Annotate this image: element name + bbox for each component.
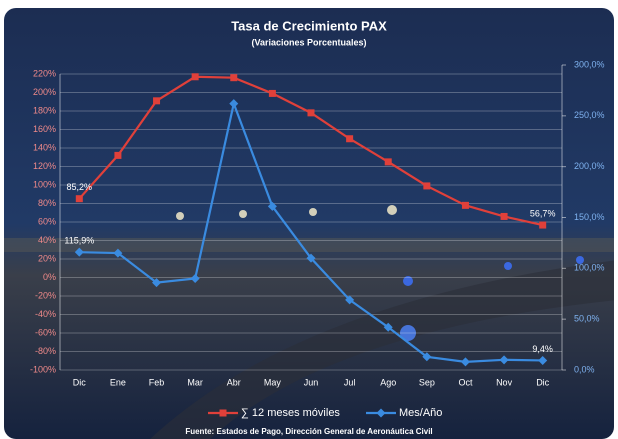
legend-marker (376, 408, 386, 418)
x-tick-label: Nov (496, 377, 513, 387)
photo-decoration (4, 205, 614, 439)
data-point (383, 322, 393, 332)
data-point (307, 109, 315, 117)
data-point (345, 295, 355, 305)
data-point (346, 135, 354, 143)
y2-tick-label: 0,0% (574, 364, 595, 374)
y-tick-label: 160% (33, 124, 56, 134)
x-tick-label: Sep (419, 377, 435, 387)
y-tick-label: -80% (35, 346, 56, 356)
data-point (153, 97, 161, 105)
data-point (461, 201, 469, 209)
x-tick-label: Dic (536, 377, 549, 387)
x-tick-label: Ene (110, 377, 126, 387)
data-point (499, 355, 509, 365)
data-point (267, 201, 277, 211)
y-tick-label: 140% (33, 142, 56, 152)
x-tick-label: Jun (304, 377, 319, 387)
y-tick-label: -60% (35, 327, 56, 337)
x-tick-label: Oct (458, 377, 473, 387)
legend-label: ∑ 12 meses móviles (241, 407, 340, 419)
data-point (384, 158, 392, 166)
y-tick-label: 60% (38, 216, 56, 226)
y-tick-label: -40% (35, 309, 56, 319)
y-tick-label: 40% (38, 235, 56, 245)
data-point (152, 278, 162, 288)
x-tick-label: Jul (344, 377, 356, 387)
y-tick-label: -100% (30, 364, 56, 374)
y2-tick-label: 200,0% (574, 161, 605, 171)
data-point (74, 247, 84, 257)
data-point (423, 182, 431, 190)
legend-marker (219, 409, 227, 417)
y2-tick-label: 100,0% (574, 263, 605, 273)
data-point (75, 195, 83, 203)
y-tick-label: 220% (33, 68, 56, 78)
y2-tick-label: 300,0% (574, 59, 605, 69)
y-tick-label: 20% (38, 253, 56, 263)
data-point (422, 352, 432, 362)
y2-tick-label: 50,0% (574, 314, 600, 324)
data-point (191, 73, 199, 81)
data-label: 85,2% (67, 182, 93, 192)
x-tick-label: Ago (380, 377, 396, 387)
data-point (538, 355, 548, 365)
data-point (113, 248, 123, 258)
source-note: Fuente: Estados de Pago, Dirección Gener… (185, 427, 432, 436)
legend-label: Mes/Año (399, 407, 442, 419)
x-tick-label: Dic (73, 377, 86, 387)
x-tick-label: Feb (149, 377, 165, 387)
x-tick-label: Abr (227, 377, 241, 387)
y-tick-label: 0% (43, 272, 56, 282)
x-tick-label: May (264, 377, 282, 387)
y2-tick-label: 250,0% (574, 110, 605, 120)
y-tick-label: -20% (35, 290, 56, 300)
background (4, 8, 614, 439)
data-point (306, 253, 316, 263)
y2-tick-label: 150,0% (574, 212, 605, 222)
chart-title: Tasa de Crecimiento PAX (231, 18, 387, 33)
data-label: 56,7% (530, 208, 556, 218)
y-tick-label: 120% (33, 161, 56, 171)
data-point (230, 74, 238, 82)
data-point (539, 221, 547, 229)
data-point (268, 89, 276, 97)
y-tick-label: 100% (33, 179, 56, 189)
chart-subtitle: (Variaciones Porcentuales) (251, 37, 366, 47)
data-point (114, 151, 122, 159)
data-point (190, 274, 200, 283)
y-tick-label: 80% (38, 198, 56, 208)
y-tick-label: 180% (33, 105, 56, 115)
data-label: 115,9% (64, 236, 94, 246)
data-point (500, 212, 508, 220)
x-tick-label: Mar (187, 377, 203, 387)
data-label: 9,4% (532, 344, 553, 354)
y-tick-label: 200% (33, 87, 56, 97)
data-point (460, 357, 470, 367)
data-point (229, 99, 239, 109)
